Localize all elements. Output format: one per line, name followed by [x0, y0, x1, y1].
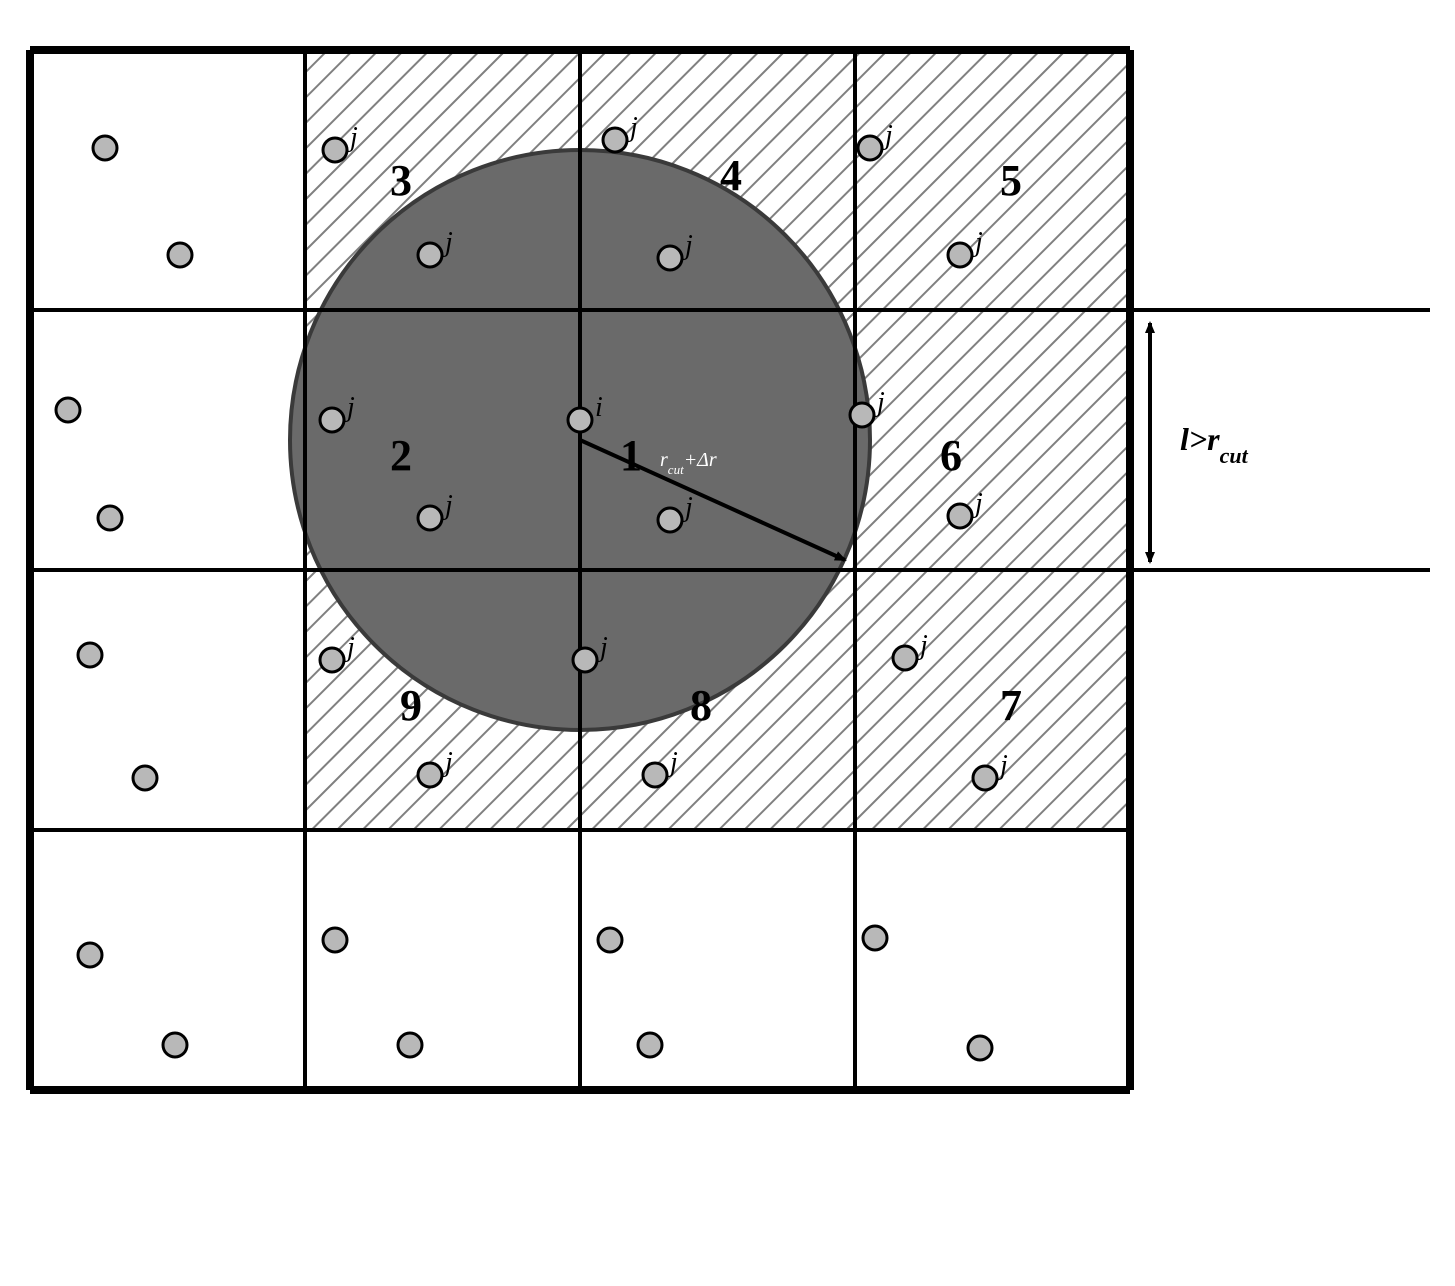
particle-marker — [418, 763, 442, 787]
particle-marker — [973, 766, 997, 790]
particle-marker — [93, 136, 117, 160]
particle-marker — [603, 128, 627, 152]
particle-marker — [863, 926, 887, 950]
particle-marker — [948, 243, 972, 267]
particle-marker — [320, 648, 344, 672]
particle-marker — [968, 1036, 992, 1060]
particle-marker — [858, 136, 882, 160]
particle-marker — [418, 243, 442, 267]
side-annotation-layer: l>rcut — [1150, 323, 1249, 562]
particle-marker — [78, 943, 102, 967]
cell-number: 3 — [390, 156, 412, 205]
particle-marker — [643, 763, 667, 787]
cell-number: 9 — [400, 681, 422, 730]
diagram-svg: jjjjjjjjjjjjjjjjji 123456789 rcut+Δr l>r… — [0, 20, 1455, 1266]
particle-marker — [850, 403, 874, 427]
particle-marker — [320, 408, 344, 432]
particle-marker — [168, 243, 192, 267]
particle-marker — [98, 506, 122, 530]
cell-number: 1 — [620, 431, 642, 480]
particle-marker — [398, 1033, 422, 1057]
particle-marker — [948, 504, 972, 528]
cell-number: 5 — [1000, 156, 1022, 205]
particle-marker — [658, 246, 682, 270]
cell-number: 4 — [720, 151, 742, 200]
particle-marker — [638, 1033, 662, 1057]
particle-marker — [323, 138, 347, 162]
particle-marker — [893, 646, 917, 670]
particle-marker — [598, 928, 622, 952]
cell-list-diagram: jjjjjjjjjjjjjjjjji 123456789 rcut+Δr l>r… — [0, 20, 1455, 1266]
cell-number: 2 — [390, 431, 412, 480]
particle-marker — [78, 643, 102, 667]
particle-marker — [658, 508, 682, 532]
cell-number: 7 — [1000, 681, 1022, 730]
particle-marker — [133, 766, 157, 790]
particle-marker — [418, 506, 442, 530]
particle-marker — [163, 1033, 187, 1057]
particle-marker — [323, 928, 347, 952]
cell-number: 6 — [940, 431, 962, 480]
cell-size-label: l>rcut — [1180, 421, 1249, 468]
particle-label: i — [595, 392, 603, 423]
cell-number: 8 — [690, 681, 712, 730]
particle-marker — [56, 398, 80, 422]
particle-marker — [573, 648, 597, 672]
particle-marker — [568, 408, 592, 432]
